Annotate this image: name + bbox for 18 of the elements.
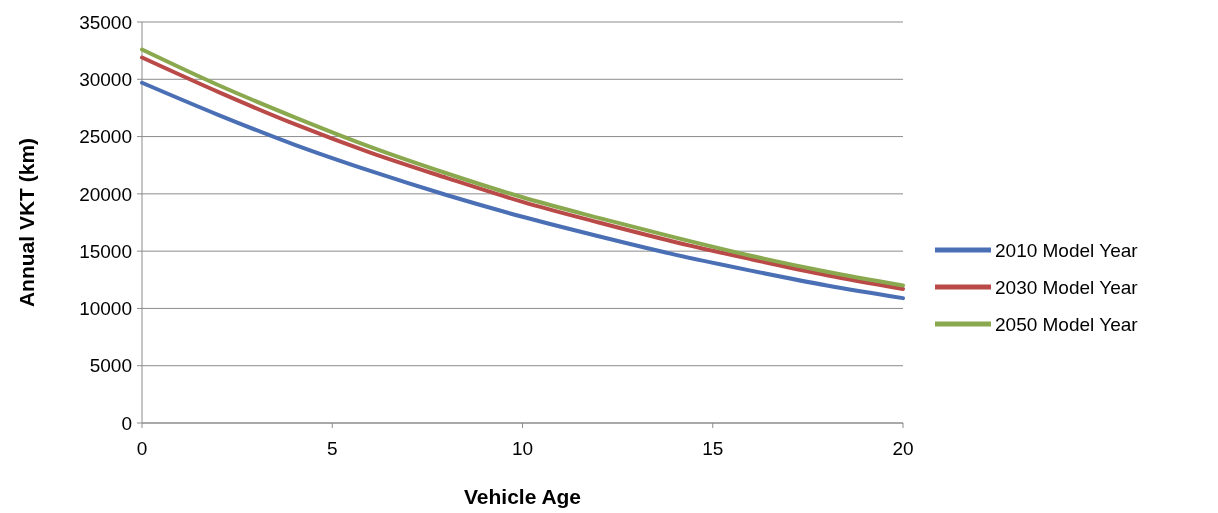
y-tick-label: 35000 (79, 11, 132, 33)
x-axis-title: Vehicle Age (463, 485, 582, 508)
legend-label: 2030 Model Year (995, 276, 1139, 298)
y-tick-label: 0 (121, 412, 132, 434)
x-tick-label: 10 (511, 438, 534, 459)
y-axis-title: Annual VKT (km) (15, 137, 38, 308)
x-tick-label: 20 (892, 438, 914, 459)
legend-label: 2050 Model Year (995, 313, 1139, 335)
y-tick-label: 15000 (79, 240, 132, 262)
y-tick-label: 25000 (79, 126, 132, 148)
x-tick-label: 0 (136, 438, 148, 459)
x-tick-label: 5 (326, 438, 338, 459)
legend-label: 2010 Model Year (995, 239, 1139, 261)
y-tick-label: 30000 (79, 68, 132, 90)
x-tick-label: 15 (702, 438, 724, 459)
y-tick-label: 10000 (79, 298, 132, 320)
y-tick-label: 5000 (89, 355, 132, 377)
y-tick-label: 20000 (79, 183, 132, 205)
